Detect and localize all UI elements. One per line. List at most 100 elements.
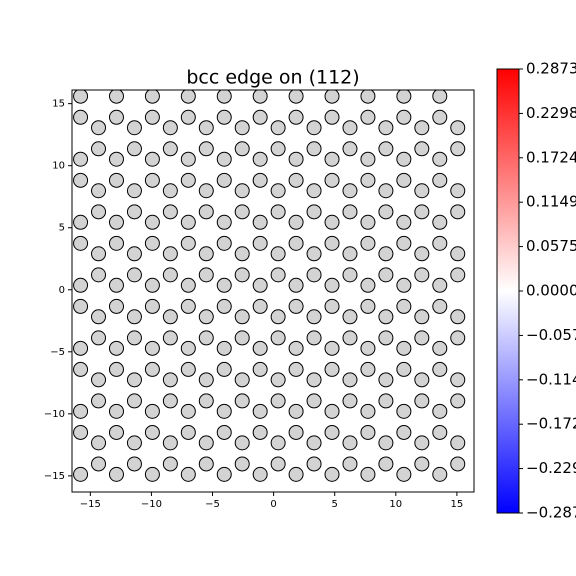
atom <box>288 424 304 440</box>
atom <box>306 267 322 283</box>
atom <box>396 277 412 293</box>
atom <box>162 393 178 409</box>
atom <box>306 183 322 199</box>
atom <box>91 183 107 199</box>
atom <box>144 214 160 230</box>
y-tick-label: 5 <box>59 223 65 234</box>
atom <box>378 267 394 283</box>
atom <box>162 141 178 157</box>
atom <box>108 151 124 167</box>
atom <box>432 298 448 314</box>
y-tick-label: −15 <box>44 471 65 482</box>
atom <box>414 393 430 409</box>
atom <box>126 393 142 409</box>
atom <box>91 330 107 346</box>
atom <box>432 235 448 251</box>
atom <box>108 277 124 293</box>
atom <box>108 90 124 104</box>
atom <box>91 267 107 283</box>
atom <box>91 120 107 136</box>
atom <box>342 372 358 388</box>
atom <box>252 403 268 419</box>
atom <box>414 246 430 262</box>
atom <box>378 120 394 136</box>
atom <box>180 466 196 482</box>
atom <box>432 214 448 230</box>
atom <box>414 330 430 346</box>
atom <box>234 372 250 388</box>
atom <box>144 424 160 440</box>
atom <box>252 235 268 251</box>
atom <box>216 172 232 188</box>
atom <box>342 456 358 472</box>
axes-frame <box>71 89 475 493</box>
atom <box>216 361 232 377</box>
atom <box>234 267 250 283</box>
atom <box>252 109 268 125</box>
atom <box>378 183 394 199</box>
atom <box>378 330 394 346</box>
atom <box>288 298 304 314</box>
atom <box>126 141 142 157</box>
atom <box>306 309 322 325</box>
atom <box>414 435 430 451</box>
atom <box>144 109 160 125</box>
atom <box>324 403 340 419</box>
atom <box>91 309 107 325</box>
atom <box>288 90 304 104</box>
atom <box>432 90 448 104</box>
atom <box>73 214 89 230</box>
atom <box>360 403 376 419</box>
atom <box>252 340 268 356</box>
x-tick-label: −15 <box>80 499 101 510</box>
x-tick-label: 10 <box>389 499 402 510</box>
x-tick-label: 5 <box>332 499 338 510</box>
atom <box>180 151 196 167</box>
atom <box>414 141 430 157</box>
y-tick-label: 15 <box>52 99 65 110</box>
atom <box>198 267 214 283</box>
atom <box>324 109 340 125</box>
atom <box>360 235 376 251</box>
atom <box>414 183 430 199</box>
atom <box>73 172 89 188</box>
atom <box>324 90 340 104</box>
atom <box>378 435 394 451</box>
atom <box>252 298 268 314</box>
atom <box>270 246 286 262</box>
atom <box>270 267 286 283</box>
atom <box>73 277 89 293</box>
atom <box>450 330 466 346</box>
atom <box>450 435 466 451</box>
atom <box>396 235 412 251</box>
colorbar-tick-label: −0.2298 <box>526 459 576 477</box>
atom <box>108 466 124 482</box>
atom <box>288 277 304 293</box>
atom <box>306 372 322 388</box>
atom <box>108 172 124 188</box>
colorbar-tick-label: 0.1724 <box>526 148 576 166</box>
atom <box>432 277 448 293</box>
atom <box>216 109 232 125</box>
colorbar-tick-label: −0.2873 <box>526 504 576 522</box>
atom <box>216 298 232 314</box>
colorbar-tick-label: 0.2298 <box>526 104 576 122</box>
atom <box>73 151 89 167</box>
x-tick-label: −5 <box>205 499 220 510</box>
atom <box>378 372 394 388</box>
atom <box>234 435 250 451</box>
atom <box>180 340 196 356</box>
atom <box>288 235 304 251</box>
atom <box>288 109 304 125</box>
atom <box>216 214 232 230</box>
atom <box>216 235 232 251</box>
atom <box>414 372 430 388</box>
atom <box>450 141 466 157</box>
atom <box>252 424 268 440</box>
atom <box>414 309 430 325</box>
colorbar-tick-label: 0.0000 <box>526 282 576 300</box>
atom <box>396 109 412 125</box>
atom <box>342 330 358 346</box>
atom <box>198 120 214 136</box>
atoms <box>73 90 466 482</box>
